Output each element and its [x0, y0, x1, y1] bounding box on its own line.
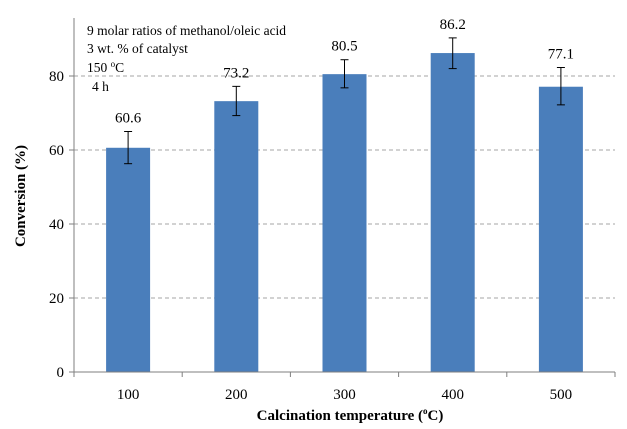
note-line-time: 4 h: [92, 79, 109, 94]
bar-100: [106, 147, 151, 372]
conditions-note: 9 molar ratios of methanol/oleic acid 3 …: [87, 23, 286, 94]
gridlines: [74, 75, 615, 299]
note-line-temperature: 150 oC: [87, 59, 124, 75]
note-line-ratio: 9 molar ratios of methanol/oleic acid: [87, 23, 286, 38]
data-label-100: 60.6: [115, 111, 142, 127]
bar-500: [538, 86, 583, 372]
data-label-400: 86.2: [440, 17, 466, 33]
y-tick-label: 0: [57, 365, 65, 381]
note-line-catalyst: 3 wt. % of catalyst: [87, 41, 188, 56]
y-tick-label: 60: [49, 143, 64, 159]
y-tick-label: 40: [49, 217, 64, 233]
axes: [73, 18, 615, 373]
bar-300: [322, 74, 367, 373]
error-bars: [124, 37, 565, 165]
y-tick-label: 20: [49, 291, 64, 307]
bar-200: [214, 101, 259, 372]
x-axis-title: Calcination temperature (oC): [257, 406, 444, 424]
x-tick-label: 200: [225, 387, 248, 403]
bar-400: [430, 53, 475, 373]
x-tick-labels: 100 200 300 400 500: [73, 372, 616, 403]
y-tick-labels: 0 20 40 60 80: [49, 69, 74, 381]
data-labels: 60.6 73.2 80.5 86.2 77.1: [115, 17, 574, 127]
x-tick-label: 100: [117, 387, 140, 403]
y-tick-label: 80: [49, 69, 64, 85]
data-label-200: 73.2: [223, 65, 249, 81]
x-tick-label: 300: [333, 387, 356, 403]
x-tick-label: 500: [550, 387, 573, 403]
bars: [106, 53, 583, 373]
data-label-500: 77.1: [548, 46, 574, 62]
y-axis-title: Conversion (%): [13, 145, 29, 247]
x-tick-label: 400: [441, 387, 464, 403]
data-label-300: 80.5: [331, 39, 357, 55]
